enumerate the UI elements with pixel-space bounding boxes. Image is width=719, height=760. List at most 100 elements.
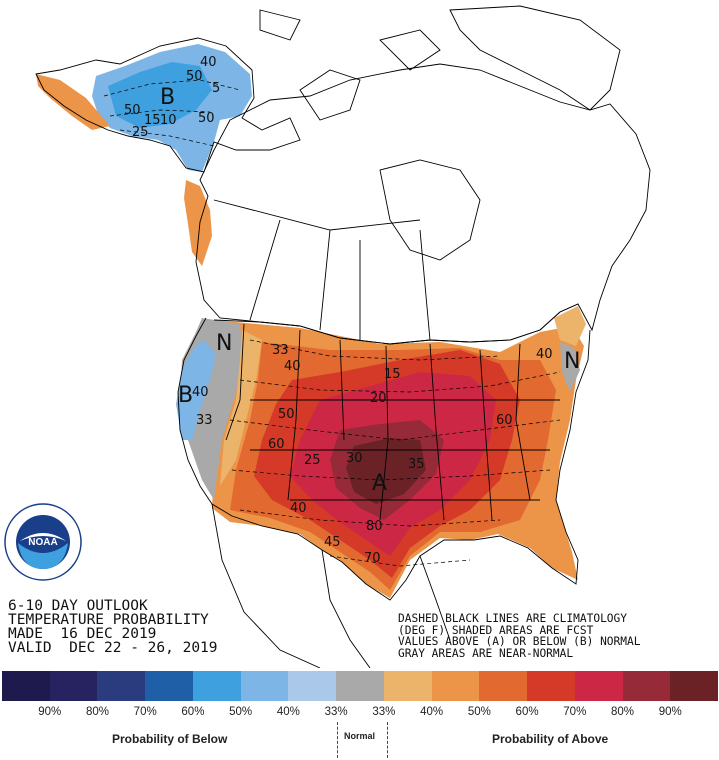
- contour-label: 70: [364, 551, 381, 566]
- legend-note: DASHED BLACK LINES ARE CLIMATOLOGY (DEG F…: [398, 613, 640, 659]
- color-swatch: [574, 671, 623, 701]
- color-swatch: [479, 671, 528, 701]
- tick-label: 33%: [372, 706, 396, 718]
- normal-divider-left: [337, 722, 338, 758]
- contour-label: 40: [200, 55, 217, 70]
- tick-label: 40%: [420, 706, 444, 718]
- contour-label: 50: [186, 69, 203, 84]
- contour-label: 25: [132, 125, 149, 140]
- contour-label: 40: [192, 385, 209, 400]
- color-swatch: [49, 671, 98, 701]
- contour-label: 33: [272, 343, 289, 358]
- color-swatch: [383, 671, 432, 701]
- tick-spacer: [694, 706, 718, 718]
- west-b-label: B: [178, 383, 193, 408]
- color-swatch: [336, 671, 384, 701]
- clim-line-2: [239, 371, 561, 393]
- tick-label: 80%: [85, 706, 109, 718]
- alaska-below-core: [108, 62, 212, 128]
- color-swatch: [431, 671, 480, 701]
- conus-outline: [177, 317, 591, 601]
- clim-line-6: [329, 555, 471, 567]
- mexico-outline: [211, 503, 451, 668]
- color-swatch: [240, 671, 289, 701]
- below-caption: Probability of Below: [112, 732, 228, 746]
- probability-color-bar: [2, 671, 719, 701]
- contour-label: 40: [284, 359, 301, 374]
- color-swatch: [527, 671, 575, 701]
- hudson-bay-outline: [379, 159, 481, 261]
- normal-caption: Normal: [344, 731, 376, 741]
- title-line-2: TEMPERATURE PROBABILITY: [8, 612, 209, 628]
- clim-line-ak-3: [119, 129, 215, 147]
- state-lines: [225, 323, 560, 521]
- alaska-outline: [35, 37, 301, 173]
- conus-above-90: [346, 438, 426, 504]
- tick-label: 70%: [563, 706, 587, 718]
- color-swatch: [288, 671, 337, 701]
- legend-note-line-1: DASHED BLACK LINES ARE CLIMATOLOGY: [398, 612, 628, 625]
- legend-note-line-4: GRAY AREAS ARE NEAR-NORMAL: [398, 646, 574, 660]
- tick-label: 33%: [324, 706, 348, 718]
- contour-label: 5: [212, 81, 220, 96]
- tick-label: 80%: [611, 706, 635, 718]
- contour-label: 60: [496, 413, 513, 428]
- tick-spacer: [2, 706, 26, 718]
- clim-line-4: [231, 469, 551, 481]
- probability-ticks: 90% 80% 70% 60% 50% 40% 33% 33% 40% 50% 60% 70% 80% 9…: [2, 706, 718, 718]
- contour-label: 35: [408, 457, 425, 472]
- alaska-b-label: B: [160, 85, 175, 110]
- contour-label: 10: [160, 113, 177, 128]
- clim-line-ak-2: [109, 109, 211, 117]
- contour-label: 45: [324, 535, 341, 550]
- noaa-logo: NOAA: [4, 503, 82, 581]
- color-swatch: [670, 671, 719, 701]
- contour-label: 15: [144, 113, 161, 128]
- province-lines: [213, 199, 431, 341]
- contour-label: 25: [304, 453, 321, 468]
- normal-divider-right: [387, 722, 388, 758]
- contour-label: 40: [536, 347, 553, 362]
- conus-above-33-ne: [554, 306, 586, 346]
- ne-n-label: N: [564, 349, 580, 374]
- made-date: MADE 16 DEC 2019: [8, 626, 157, 642]
- title-line-1: 6-10 DAY OUTLOOK: [8, 598, 148, 614]
- contour-label: 50: [278, 407, 295, 422]
- color-swatch: [2, 671, 50, 701]
- color-swatch: [192, 671, 241, 701]
- bc-coast-above: [184, 180, 212, 266]
- conus-below-west: [176, 340, 216, 440]
- outlook-map: B B N N A 40 50 50 50 5 10 25 15 33 40 4…: [35, 5, 651, 668]
- noaa-logo-text: NOAA: [28, 537, 57, 548]
- contour-label: 15: [384, 367, 401, 382]
- legend-note-line-3: VALUES ABOVE (A) OR BELOW (B) NORMAL: [398, 635, 641, 648]
- canada-outline: [195, 63, 651, 345]
- arctic-islands-outline: [259, 9, 441, 121]
- contour-label: 33: [196, 413, 213, 428]
- tick-label: 50%: [467, 706, 491, 718]
- tick-label: 40%: [276, 706, 300, 718]
- color-swatch: [145, 671, 193, 701]
- tick-label: 90%: [658, 706, 682, 718]
- outlook-title: 6-10 DAY OUTLOOK TEMPERATURE PROBABILITY M…: [8, 598, 218, 656]
- contour-label: 50: [124, 103, 141, 118]
- clim-line-1: [249, 339, 501, 361]
- color-swatch: [97, 671, 146, 701]
- tick-label: 70%: [133, 706, 157, 718]
- clim-line-ak-1: [103, 79, 241, 97]
- above-caption: Probability of Above: [492, 732, 609, 746]
- tick-label: 90%: [38, 706, 62, 718]
- contour-label: 60: [268, 437, 285, 452]
- alaska-above-coast: [36, 74, 110, 130]
- contour-label: 20: [370, 391, 387, 406]
- conus-above-33-west: [220, 330, 262, 486]
- greenland-outline: [449, 5, 621, 111]
- contour-label: 40: [290, 501, 307, 516]
- center-a-label: A: [372, 471, 387, 496]
- contour-label: 50: [198, 111, 215, 126]
- clim-line-3: [229, 419, 561, 441]
- tick-label: 50%: [229, 706, 253, 718]
- contour-label: 30: [346, 451, 363, 466]
- color-swatch: [622, 671, 671, 701]
- nw-n-label: N: [216, 331, 232, 356]
